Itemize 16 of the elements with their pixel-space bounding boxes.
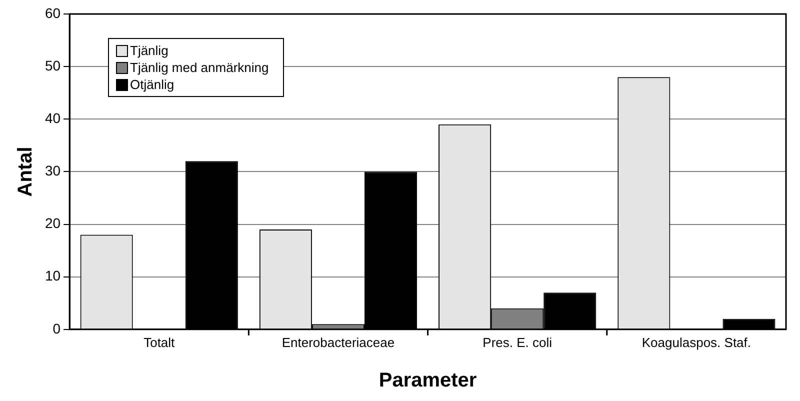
y-axis-title: Antal: [14, 146, 37, 197]
x-tick-label: Pres. E. coli: [482, 334, 552, 350]
y-tick-label: 0: [52, 320, 61, 336]
y-tick-label: 20: [44, 215, 61, 232]
legend-label: Otjänlig: [130, 76, 174, 93]
y-tick-label: 40: [44, 110, 61, 126]
legend-label: Tjänlig: [130, 42, 168, 59]
x-tick-label: Enterobacteriaceae: [282, 334, 395, 350]
legend-label: Tjänlig med anmärkning: [130, 59, 269, 76]
y-tick-label: 50: [44, 57, 61, 74]
x-axis-title: Parameter: [378, 370, 477, 392]
y-tick-label: 60: [44, 4, 61, 21]
y-tick-label: 30: [44, 162, 61, 179]
x-tick-label: Totalt: [144, 334, 176, 350]
y-tick-label: 10: [44, 268, 61, 284]
x-tick-label: Koagulaspos. Staf.: [642, 334, 752, 350]
